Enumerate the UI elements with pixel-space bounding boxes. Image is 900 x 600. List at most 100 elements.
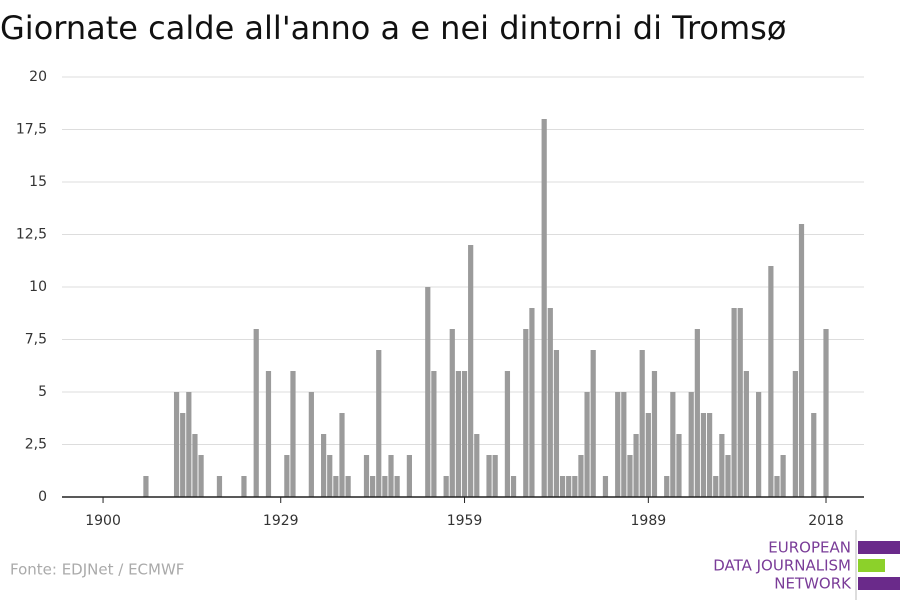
bar: [780, 455, 786, 497]
bar: [541, 119, 547, 497]
bar: [376, 350, 382, 497]
y-tick-label: 7,5: [25, 332, 47, 348]
bar: [284, 455, 290, 497]
logo-text: EUROPEAN: [768, 539, 851, 557]
y-tick-label: 5: [38, 384, 47, 400]
bar: [768, 266, 774, 497]
x-tick-label: 1959: [447, 513, 483, 529]
bar: [559, 476, 566, 497]
bar: [700, 413, 707, 497]
bar: [510, 476, 517, 497]
bar: [327, 455, 333, 497]
x-tick-label: 1929: [263, 513, 299, 529]
bar: [504, 371, 511, 497]
x-tick-label: 1989: [631, 513, 667, 529]
bar: [529, 308, 535, 497]
bar: [461, 371, 468, 497]
y-tick-label: 2,5: [25, 437, 47, 453]
bar: [241, 476, 247, 497]
bar: [192, 434, 198, 497]
bar: [143, 476, 149, 497]
bar: [265, 371, 272, 497]
bar: [486, 455, 492, 497]
bar: [737, 308, 743, 497]
bar: [572, 476, 578, 497]
chart-title: Giornate calde all'anno a e nei dintorni…: [0, 9, 786, 47]
bar: [670, 392, 676, 497]
bar: [719, 434, 725, 497]
logo-bar: [858, 559, 885, 572]
bar: [823, 329, 829, 497]
bar: [186, 392, 192, 497]
bar: [253, 329, 259, 497]
bar: [173, 392, 180, 497]
bar: [578, 455, 584, 497]
bar: [198, 455, 204, 497]
x-tick-label: 1900: [85, 513, 121, 529]
bar: [645, 413, 651, 497]
bar: [743, 371, 749, 497]
bar: [388, 455, 394, 497]
bar: [713, 476, 719, 497]
bar: [621, 392, 627, 497]
bar: [290, 371, 296, 497]
bar: [321, 434, 327, 497]
bar: [308, 392, 314, 497]
bar: [731, 308, 737, 497]
bar: [651, 371, 658, 497]
bar: [443, 476, 449, 497]
bar: [566, 476, 572, 497]
bar: [792, 371, 798, 497]
y-tick-label: 15: [29, 174, 47, 190]
logo-bar: [858, 541, 900, 554]
bar: [627, 455, 633, 497]
bar: [523, 329, 529, 497]
bar: [333, 476, 339, 497]
bar: [431, 371, 437, 497]
logo-bar: [858, 577, 900, 590]
bar: [547, 308, 553, 497]
bar: [363, 455, 370, 497]
bar: [449, 329, 455, 497]
bar: [406, 455, 412, 497]
source: Fonte: EDJNet / ECMWF: [10, 561, 184, 579]
bar: [474, 434, 480, 497]
bar: [180, 413, 186, 497]
bar: [694, 329, 700, 497]
bar: [553, 350, 560, 497]
bar: [425, 287, 431, 497]
y-tick-label: 0: [38, 489, 47, 505]
bar: [590, 350, 596, 497]
bar: [615, 392, 621, 497]
bar: [492, 455, 498, 497]
bar: [676, 434, 682, 497]
y-tick-label: 20: [29, 69, 47, 85]
y-tick-label: 17,5: [16, 122, 47, 138]
bar: [370, 476, 376, 497]
bar: [688, 392, 694, 497]
bar: [455, 371, 462, 497]
bar: [394, 476, 400, 497]
bar: [664, 476, 670, 497]
bar: [339, 413, 345, 497]
bar: [602, 476, 609, 497]
bar: [382, 476, 388, 497]
bar: [756, 392, 762, 497]
logo-text: DATA JOURNALISM: [713, 557, 851, 575]
bar: [216, 476, 223, 497]
bar: [707, 413, 713, 497]
bar: [468, 245, 474, 497]
bar: [725, 455, 731, 497]
bar: [584, 392, 590, 497]
bar: [811, 413, 817, 497]
y-tick-label: 12,5: [16, 227, 47, 243]
y-tick-label: 10: [29, 279, 47, 295]
bar: [345, 476, 351, 497]
x-tick-label: 2018: [808, 513, 844, 529]
logo-text: NETWORK: [774, 575, 852, 593]
bar: [774, 476, 780, 497]
bar: [633, 434, 639, 497]
bar: [639, 350, 645, 497]
bar: [798, 224, 805, 497]
